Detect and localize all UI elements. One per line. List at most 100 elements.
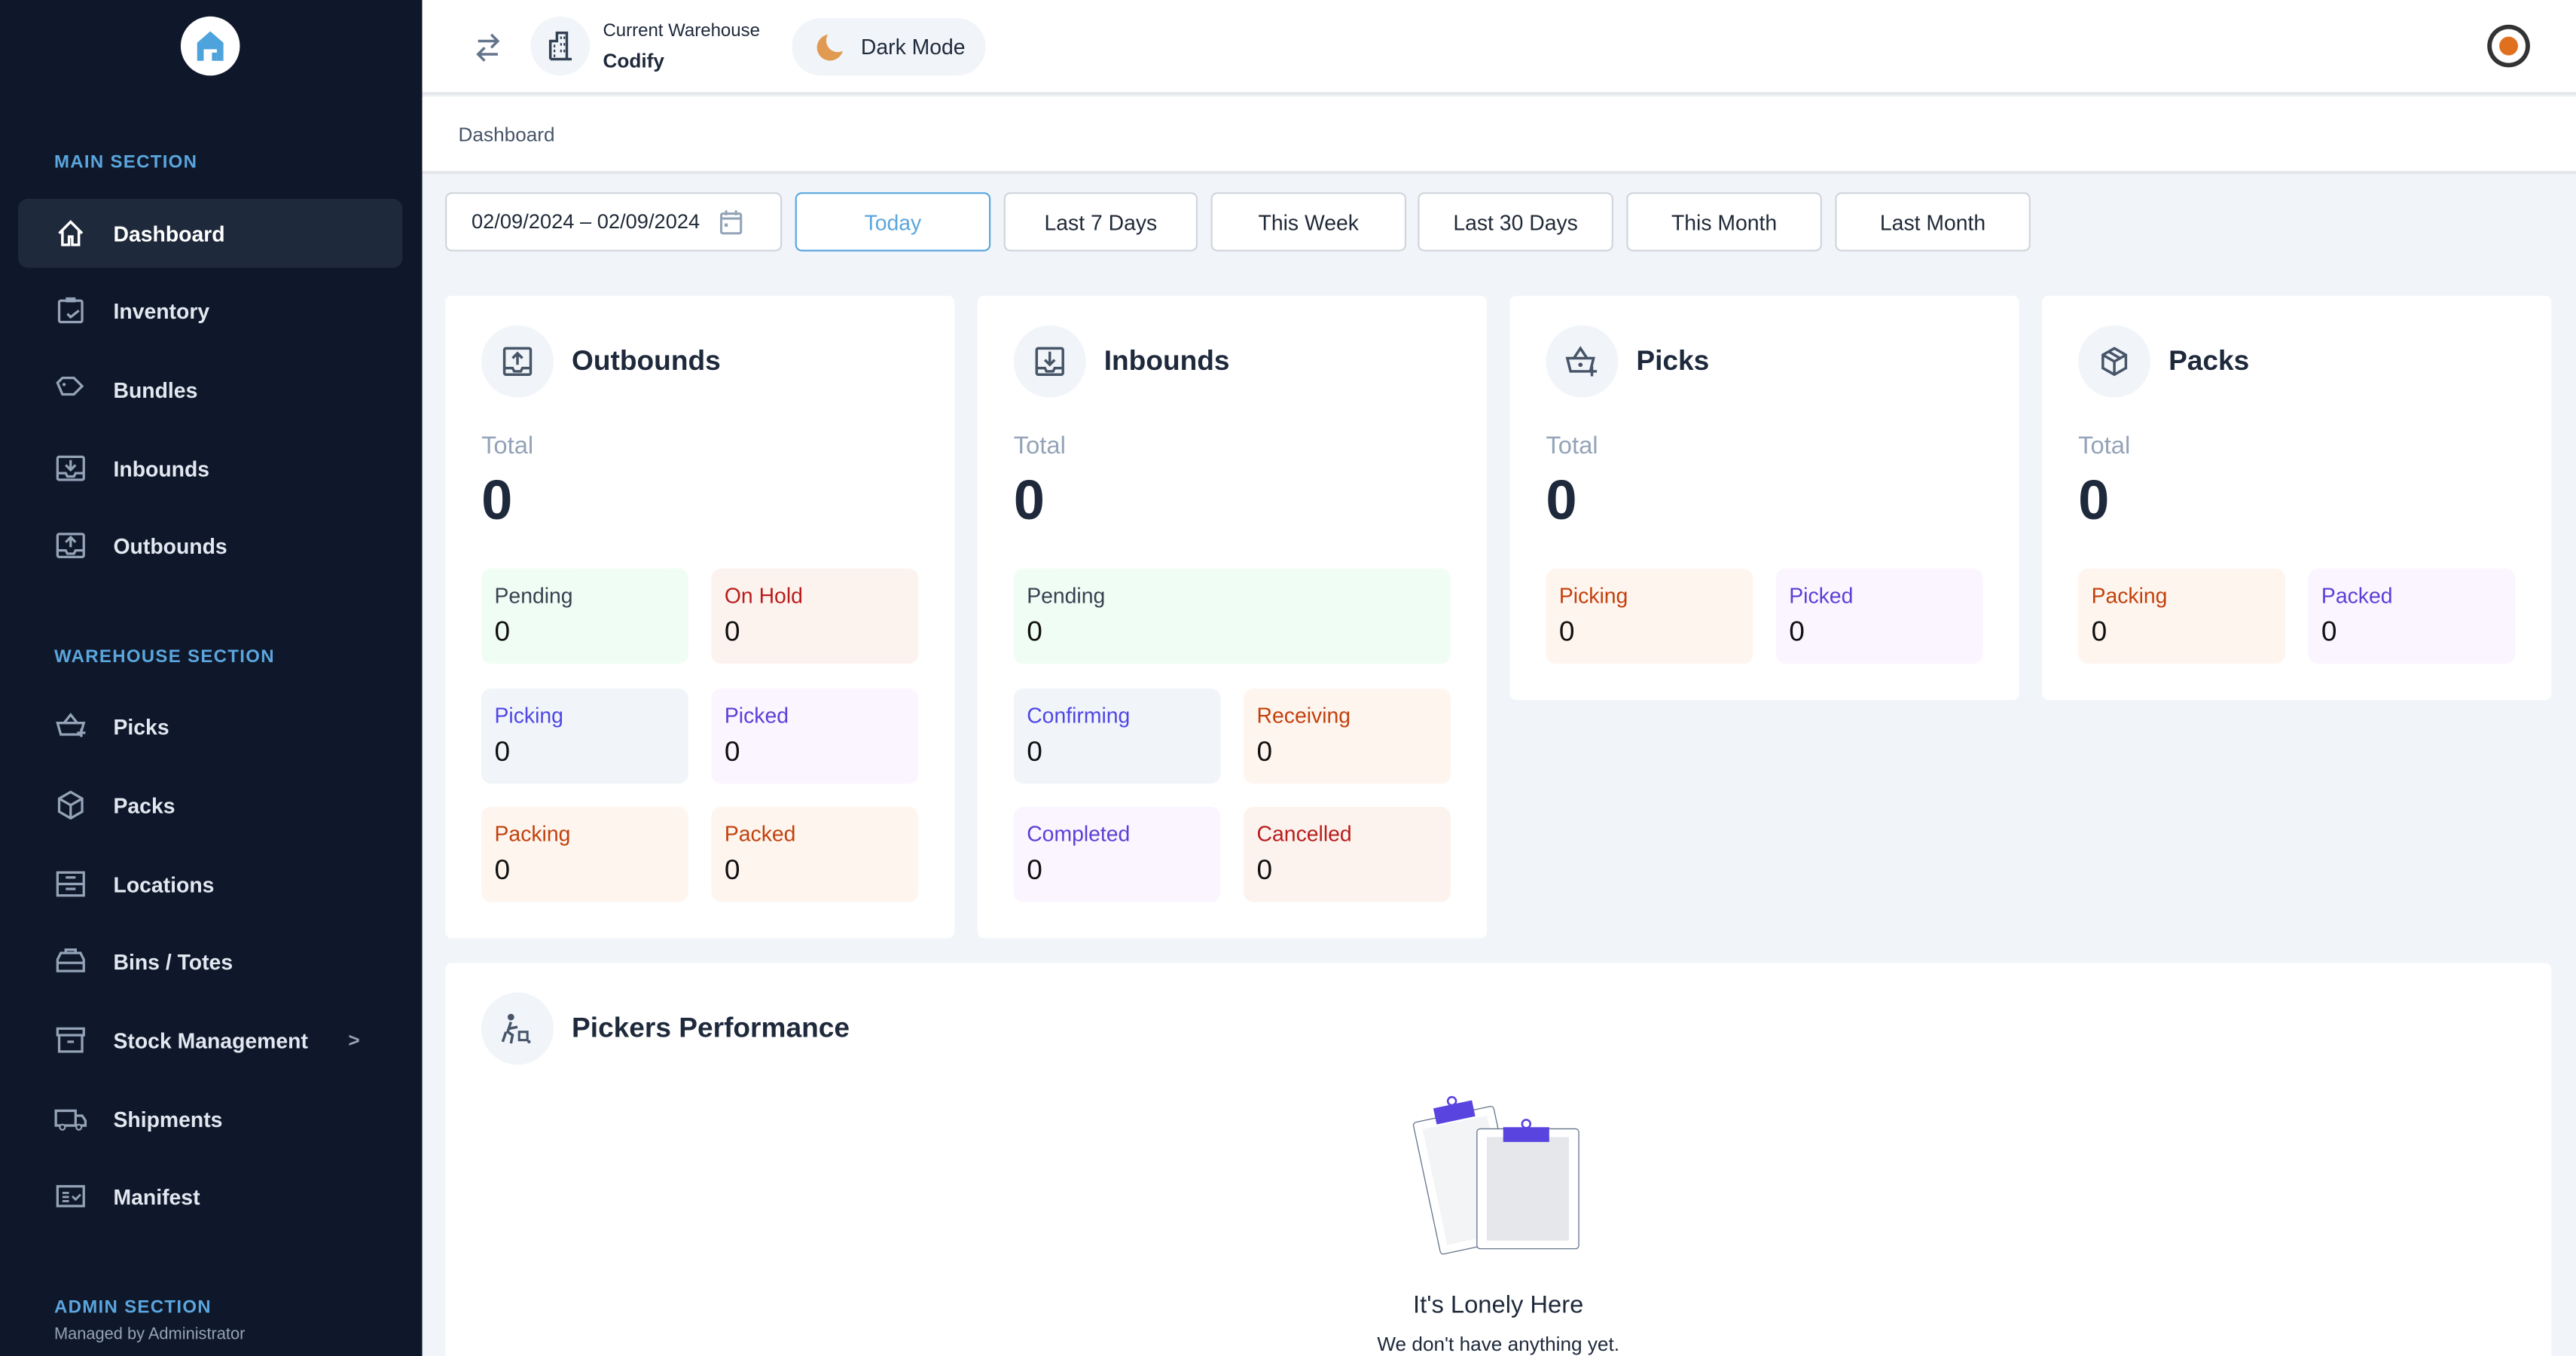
- building-icon: [548, 31, 572, 61]
- sidebar-item-manifest[interactable]: Manifest: [18, 1162, 402, 1231]
- tile-value: 0: [2321, 615, 2337, 648]
- tile-completed[interactable]: Completed 0: [1013, 806, 1221, 902]
- tile-value: 0: [724, 615, 740, 648]
- total-label: Total: [1013, 432, 1066, 460]
- tile-cancelled[interactable]: Cancelled 0: [1244, 806, 1451, 902]
- tile-on-hold[interactable]: On Hold 0: [711, 568, 919, 664]
- tile-value: 0: [1027, 854, 1042, 886]
- date-range-input[interactable]: 02/09/2024 – 02/09/2024: [445, 192, 783, 252]
- sidebar-item-label: Inbounds: [113, 456, 210, 481]
- tile-value: 0: [724, 736, 740, 768]
- dark-mode-toggle[interactable]: Dark Mode: [792, 17, 986, 76]
- current-warehouse-name[interactable]: Codify: [603, 49, 664, 72]
- sidebar-item-locations[interactable]: Locations: [18, 850, 402, 919]
- tile-value: 0: [494, 854, 511, 886]
- tile-label: Packing: [2091, 583, 2168, 609]
- tile-confirming[interactable]: Confirming 0: [1013, 688, 1221, 784]
- tile-value: 0: [494, 736, 511, 768]
- tile-packed[interactable]: Packed 0: [711, 806, 919, 902]
- tile-value: 0: [1256, 854, 1273, 886]
- tile-picking[interactable]: Picking 0: [481, 688, 688, 784]
- sidebar-item-shipments[interactable]: Shipments: [18, 1085, 402, 1154]
- basket-plus-icon: [56, 713, 86, 738]
- total-label: Total: [2078, 432, 2131, 460]
- user-avatar[interactable]: [2487, 24, 2530, 68]
- picks-icon-wrap: [1546, 325, 1619, 398]
- dark-mode-label: Dark Mode: [860, 34, 966, 60]
- tile-label: Picking: [494, 703, 563, 728]
- range-last-30-days-button[interactable]: Last 30 Days: [1418, 192, 1613, 252]
- tile-value: 0: [724, 854, 740, 886]
- card-title: Packs: [2169, 345, 2250, 377]
- sidebar-item-label: Manifest: [113, 1183, 200, 1209]
- breadcrumb[interactable]: Dashboard: [458, 123, 555, 147]
- empty-state-title: It's Lonely Here: [445, 1291, 2551, 1319]
- sidebar-item-outbounds[interactable]: Outbounds: [18, 511, 402, 580]
- picker-person-icon: [501, 1013, 531, 1044]
- inbounds-card: Inbounds Total 0 Pending 0 Confirming 0 Re…: [977, 295, 1487, 939]
- shelves-icon: [56, 871, 85, 897]
- tile-pending[interactable]: Pending 0: [481, 568, 688, 664]
- sidebar-item-label: Dashboard: [113, 221, 225, 246]
- sidebar-item-bins-totes[interactable]: Bins / Totes: [18, 927, 402, 996]
- inbounds-icon-wrap: [1013, 325, 1086, 398]
- sidebar-item-dashboard[interactable]: Dashboard: [17, 198, 403, 268]
- total-value: 0: [2078, 469, 2110, 533]
- switch-arrows-icon[interactable]: [473, 31, 502, 64]
- range-this-week-button[interactable]: This Week: [1210, 192, 1407, 252]
- tags-icon: [56, 377, 84, 396]
- tile-picked[interactable]: Picked 0: [1775, 568, 1983, 664]
- tile-picking[interactable]: Picking 0: [1546, 568, 1753, 664]
- outbounds-icon-wrap: [481, 325, 554, 398]
- range-last-7-days-button[interactable]: Last 7 Days: [1003, 192, 1198, 252]
- box-icon: [2101, 347, 2128, 377]
- total-label: Total: [481, 432, 534, 460]
- sidebar-item-inventory[interactable]: Inventory: [18, 276, 402, 345]
- sidebar-item-stock-management[interactable]: Stock Management >: [18, 1006, 402, 1075]
- truck-icon: [54, 1109, 87, 1131]
- sidebar-item-label: Shipments: [113, 1106, 223, 1132]
- sidebar-item-label: Stock Management: [113, 1028, 308, 1053]
- tile-packing[interactable]: Packing 0: [481, 806, 688, 902]
- sidebar-item-picks[interactable]: Picks: [18, 692, 402, 761]
- pickers-performance-card: Pickers Performance It's Lonely Here We …: [445, 963, 2552, 1356]
- chevron-right-icon[interactable]: >: [348, 1028, 360, 1052]
- tile-value: 0: [1256, 736, 1273, 768]
- basket-plus-icon: [1565, 346, 1598, 377]
- sidebar-item-packs[interactable]: Packs: [18, 771, 402, 840]
- admin-section-heading: ADMIN SECTION: [53, 1298, 212, 1318]
- tile-label: Packing: [494, 821, 571, 847]
- inbox-in-icon: [56, 455, 85, 481]
- archive-icon: [56, 1027, 85, 1053]
- tile-label: Picked: [724, 703, 789, 728]
- pickers-icon-wrap: [481, 992, 554, 1065]
- tile-receiving[interactable]: Receiving 0: [1244, 688, 1451, 784]
- packs-card: Packs Total 0 Packing 0 Packed 0: [2042, 295, 2552, 701]
- picks-card: Picks Total 0 Picking 0 Picked 0: [1509, 295, 2019, 701]
- tile-value: 0: [2091, 615, 2107, 648]
- total-label: Total: [1546, 432, 1598, 460]
- tile-value: 0: [494, 615, 511, 648]
- sidebar-item-label: Bundles: [113, 377, 198, 402]
- range-today-button[interactable]: Today: [795, 192, 991, 252]
- tile-picked[interactable]: Picked 0: [711, 688, 919, 784]
- range-last-month-button[interactable]: Last Month: [1835, 192, 2031, 252]
- card-title: Picks: [1636, 345, 1710, 377]
- sidebar: MAIN SECTION Dashboard Inventory Bundles…: [0, 0, 423, 1356]
- warehouse-building-button[interactable]: [530, 16, 591, 76]
- sidebar-item-inbounds[interactable]: Inbounds: [18, 434, 402, 503]
- current-warehouse-label: Current Warehouse: [603, 21, 760, 41]
- card-title: Inbounds: [1103, 345, 1230, 377]
- sidebar-item-bundles[interactable]: Bundles: [18, 355, 402, 424]
- calendar-icon[interactable]: [719, 209, 743, 234]
- tile-packing[interactable]: Packing 0: [2078, 568, 2285, 664]
- tile-pending[interactable]: Pending 0: [1013, 568, 1451, 664]
- empty-clipboard-illustration: [1412, 1095, 1579, 1255]
- total-value: 0: [1546, 469, 1577, 533]
- card-title: Outbounds: [572, 345, 721, 377]
- home-icon: [58, 219, 84, 246]
- tile-packed[interactable]: Packed 0: [2308, 568, 2516, 664]
- range-this-month-button[interactable]: This Month: [1626, 192, 1822, 252]
- app-logo[interactable]: [180, 16, 240, 76]
- tile-label: Pending: [1027, 583, 1106, 609]
